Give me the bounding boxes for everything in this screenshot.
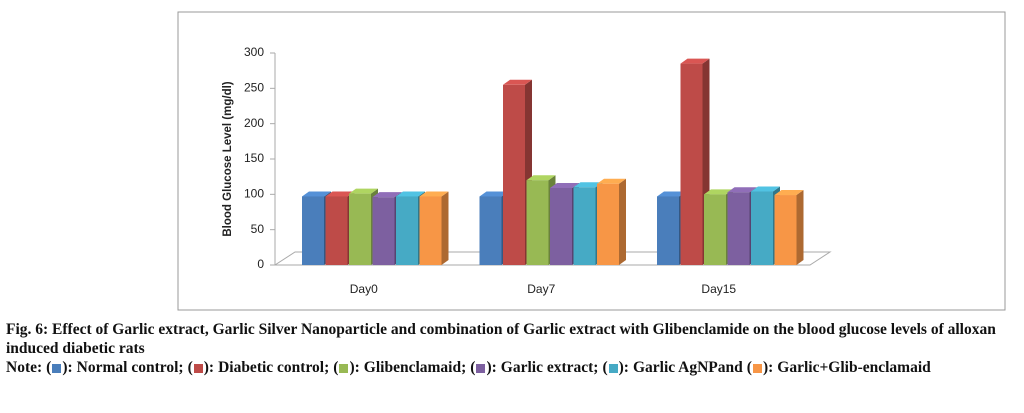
- bar-front: [550, 187, 572, 265]
- bar-top: [526, 175, 556, 181]
- bar-top: [597, 178, 626, 184]
- bar-top: [727, 187, 757, 193]
- swatch-open: (: [46, 359, 52, 376]
- legend-swatch: [752, 363, 762, 373]
- bar-top: [573, 182, 603, 188]
- y-tick-label: 100: [244, 187, 264, 201]
- bar-top: [479, 191, 509, 197]
- bar-front: [774, 195, 797, 265]
- bar-top: [503, 79, 532, 85]
- note-label: Note:: [6, 359, 43, 376]
- bar-top: [774, 190, 804, 196]
- swatch-close: ):: [349, 359, 360, 376]
- caption: Fig. 6: Effect of Garlic extract, Garlic…: [6, 320, 1018, 377]
- y-tick-label: 150: [244, 151, 264, 165]
- caption-title: Fig. 6: Effect of Garlic extract, Garlic…: [6, 321, 996, 357]
- note-separator: ;: [324, 359, 330, 376]
- legend-label: Garlic extract: [500, 359, 594, 376]
- x-tick-label: Day15: [701, 282, 736, 296]
- bar-front: [419, 196, 442, 265]
- legend-swatch: [608, 363, 618, 373]
- bar-front: [526, 180, 549, 265]
- bar-front: [479, 196, 502, 265]
- bar-top: [372, 192, 402, 198]
- legend-label: Diabetic control: [218, 359, 325, 376]
- legend-label: Normal control: [76, 359, 179, 376]
- x-tick-label: Day7: [527, 282, 555, 296]
- note-separator: ;: [593, 359, 599, 376]
- bar-side: [441, 191, 449, 265]
- bar-top: [704, 189, 733, 195]
- bar: [419, 191, 449, 265]
- bar-top: [419, 191, 449, 197]
- swatch-open: (: [333, 359, 339, 376]
- bar-front: [302, 196, 324, 265]
- note-separator: ;: [178, 359, 184, 376]
- legend-swatch: [193, 363, 203, 373]
- bar-side: [796, 190, 804, 265]
- swatch-open: (: [602, 359, 608, 376]
- bar-top: [751, 186, 780, 192]
- bar-front: [704, 194, 726, 265]
- chart: Blood Glucose Level (mg/dl) 0 50 100 150 200…: [177, 11, 1006, 311]
- bar-top: [349, 188, 378, 194]
- bar: [774, 190, 804, 265]
- bar-top: [657, 191, 686, 197]
- swatch-close: ):: [62, 359, 73, 376]
- legend-label: Garlic AgNP: [632, 359, 718, 376]
- y-tick-label: 250: [244, 81, 264, 95]
- swatch-close: ):: [762, 359, 774, 376]
- y-tick-label: 200: [244, 116, 264, 130]
- bar-front: [372, 197, 395, 265]
- bar-front: [349, 193, 371, 265]
- bar-front: [597, 183, 619, 265]
- swatch-open: (: [187, 359, 193, 376]
- legend-swatch: [476, 363, 486, 373]
- bar: [597, 178, 626, 265]
- bar-front: [680, 63, 703, 265]
- bar-front: [751, 191, 773, 265]
- bar-top: [302, 191, 331, 197]
- caption-note: Note:(): Normal control;(): Diabetic contr…: [6, 358, 1018, 377]
- y-tick-label: 0: [257, 257, 264, 271]
- bar-front: [657, 196, 679, 265]
- bar-top: [396, 191, 425, 197]
- y-tick-label: 300: [244, 45, 264, 59]
- legend-label: Glibenclamaid: [363, 359, 462, 376]
- note-separator: and: [717, 359, 743, 376]
- y-axis-label: Blood Glucose Level (mg/dl): [222, 81, 234, 236]
- legend-swatch: [52, 363, 62, 373]
- swatch-open: (: [470, 359, 476, 376]
- x-tick-label: Day0: [350, 282, 378, 296]
- swatch-close: ):: [203, 359, 215, 376]
- bar-front: [325, 196, 348, 265]
- bar-top: [325, 191, 355, 197]
- bar-top: [550, 182, 579, 188]
- bar-side: [619, 178, 626, 265]
- swatch-close: ):: [486, 359, 497, 376]
- legend-label: Garlic+Glib-enclamaid: [777, 359, 931, 376]
- bar-top: [680, 58, 710, 64]
- swatch-close: ):: [618, 359, 629, 376]
- bar-front: [573, 187, 596, 265]
- y-tick-label: 50: [251, 222, 265, 236]
- legend-swatch: [339, 363, 349, 373]
- note-separator: ;: [461, 359, 467, 376]
- bar-front: [727, 192, 750, 265]
- bar-front: [396, 196, 418, 265]
- bar-front: [503, 84, 525, 265]
- swatch-open: (: [746, 359, 752, 376]
